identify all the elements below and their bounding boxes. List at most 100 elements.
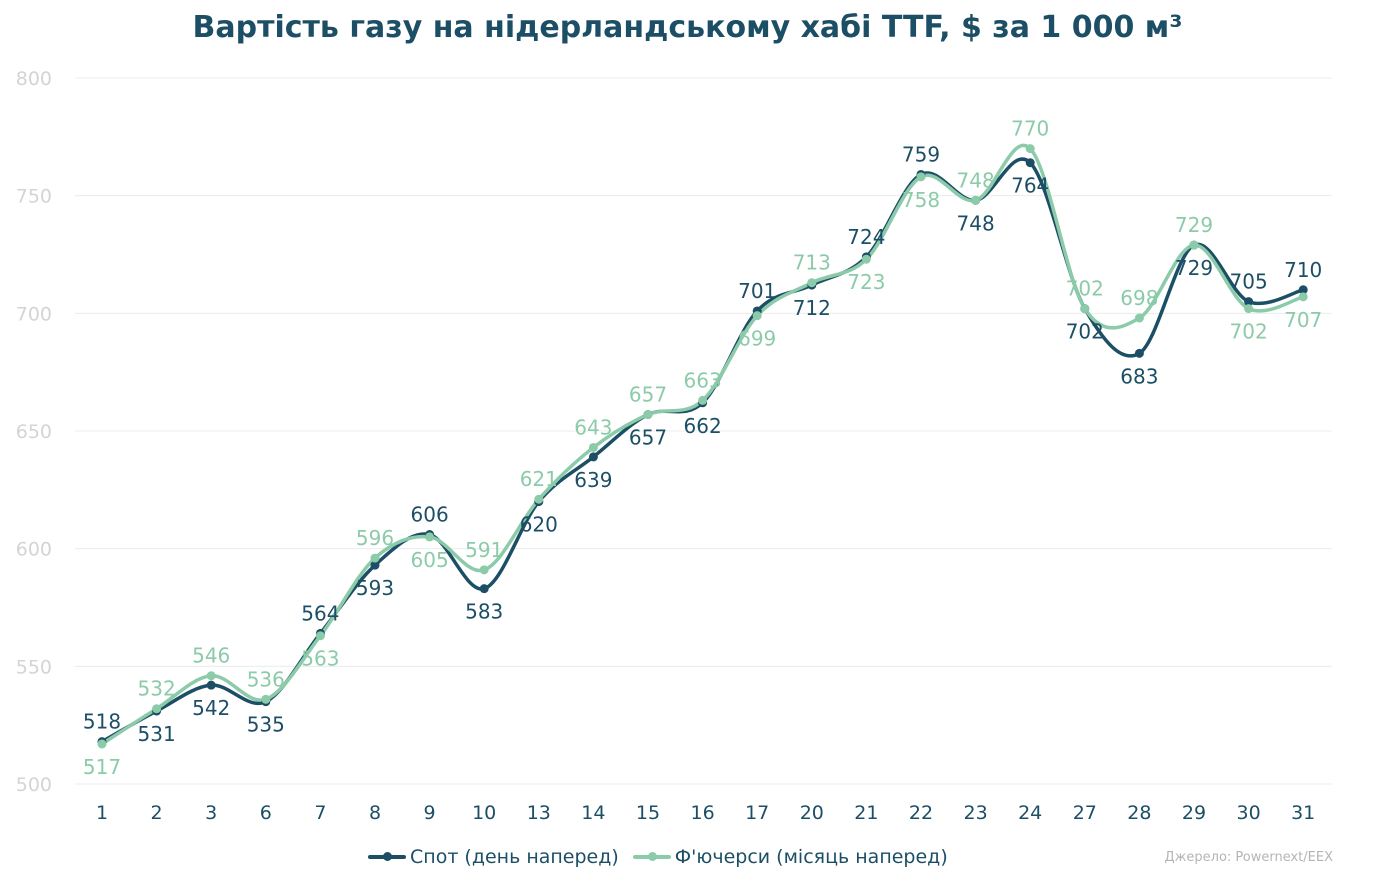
point-spot <box>370 560 380 570</box>
series-lines <box>100 143 1305 746</box>
data-label-spot: 724 <box>847 225 885 249</box>
point-spot <box>1298 285 1308 295</box>
point-futures <box>479 565 489 575</box>
data-label-spot: 606 <box>411 503 449 527</box>
x-tick-label: 15 <box>636 802 660 824</box>
point-futures <box>698 395 708 405</box>
legend-item-spot[interactable]: Спот (день наперед) <box>368 846 619 868</box>
data-label-futures: 707 <box>1284 308 1322 332</box>
series-line-spot <box>100 157 1305 744</box>
data-label-futures: 729 <box>1175 213 1213 237</box>
x-tick-label: 29 <box>1182 802 1206 824</box>
point-spot <box>1025 158 1035 168</box>
data-label-futures: 591 <box>465 538 503 562</box>
legend-label-spot: Спот (день наперед) <box>410 846 619 868</box>
series-line-futures <box>100 143 1305 746</box>
data-label-futures: 663 <box>684 368 722 392</box>
data-label-spot: 620 <box>520 513 558 537</box>
data-labels: 518 517 531 532 542 546 535 536 564 563 593 596 606 6… <box>83 117 1322 779</box>
point-futures <box>1080 304 1090 314</box>
y-tick-label: 750 <box>16 186 52 208</box>
series-points <box>97 144 1308 749</box>
x-tick-label: 2 <box>151 802 163 824</box>
data-label-spot: 535 <box>247 713 285 737</box>
legend-swatch-futures <box>632 852 671 861</box>
data-label-futures: 596 <box>356 526 394 550</box>
data-label-spot: 705 <box>1230 270 1268 294</box>
point-futures <box>261 694 271 704</box>
data-label-spot: 710 <box>1284 258 1322 282</box>
data-label-spot: 531 <box>138 722 176 746</box>
data-label-spot: 748 <box>957 211 995 235</box>
point-futures <box>861 254 871 264</box>
data-label-futures: 546 <box>192 644 230 668</box>
x-tick-label: 8 <box>369 802 381 824</box>
point-spot <box>479 584 489 594</box>
y-axis-ticks: 500 550 600 650 700 750 800 <box>16 68 52 796</box>
point-futures <box>1244 304 1254 314</box>
legend-label-futures: Ф'ючерси (місяць наперед) <box>674 846 948 868</box>
data-label-spot: 712 <box>793 296 831 320</box>
x-tick-label: 24 <box>1018 802 1042 824</box>
x-tick-label: 28 <box>1127 802 1151 824</box>
x-tick-label: 31 <box>1291 802 1315 824</box>
data-label-futures: 657 <box>629 383 667 407</box>
data-label-futures: 748 <box>957 168 995 192</box>
x-tick-label: 27 <box>1073 802 1097 824</box>
data-label-spot: 583 <box>465 600 503 624</box>
point-futures <box>1189 240 1199 250</box>
data-label-spot: 639 <box>574 468 612 492</box>
y-tick-label: 800 <box>16 68 52 90</box>
data-label-futures: 702 <box>1230 320 1268 344</box>
point-futures <box>206 671 216 681</box>
x-tick-label: 23 <box>964 802 988 824</box>
data-label-futures: 536 <box>247 667 285 691</box>
x-tick-label: 13 <box>527 802 551 824</box>
chart-title: Вартість газу на нідерландському хабі TT… <box>192 10 1183 45</box>
data-label-spot: 764 <box>1011 174 1049 198</box>
data-label-spot: 657 <box>629 426 667 450</box>
y-tick-label: 700 <box>16 303 52 325</box>
legend-swatch-spot <box>368 852 406 861</box>
data-label-futures: 563 <box>301 647 339 671</box>
point-futures <box>807 278 817 288</box>
data-label-futures: 702 <box>1066 277 1104 301</box>
x-tick-label: 17 <box>745 802 769 824</box>
data-label-spot: 702 <box>1066 320 1104 344</box>
data-label-spot: 729 <box>1175 256 1213 280</box>
data-label-spot: 759 <box>902 142 940 166</box>
point-futures <box>1134 313 1144 323</box>
point-futures <box>425 532 435 542</box>
point-futures <box>97 739 107 749</box>
data-label-futures: 532 <box>138 677 176 701</box>
x-tick-label: 16 <box>691 802 715 824</box>
x-tick-label: 7 <box>314 802 326 824</box>
x-tick-label: 30 <box>1237 802 1261 824</box>
point-spot <box>206 680 216 690</box>
data-label-futures: 643 <box>574 415 612 439</box>
data-label-futures: 713 <box>793 251 831 275</box>
point-futures <box>534 494 544 504</box>
data-label-futures: 758 <box>902 188 940 212</box>
point-spot <box>1244 297 1254 307</box>
data-label-futures: 621 <box>520 467 558 491</box>
data-label-futures: 723 <box>847 270 885 294</box>
x-tick-label: 1 <box>96 802 108 824</box>
chart-legend: Спот (день наперед) Ф'ючерси (місяць нап… <box>368 846 962 868</box>
source-note: Джерело: Powernext/EEX <box>1164 850 1333 865</box>
point-futures <box>916 172 926 182</box>
point-futures <box>1025 144 1035 154</box>
point-futures <box>1298 292 1308 302</box>
y-tick-label: 650 <box>16 421 52 443</box>
x-tick-label: 14 <box>581 802 605 824</box>
point-futures <box>152 704 162 714</box>
point-futures <box>370 553 380 563</box>
data-label-spot: 701 <box>738 279 776 303</box>
point-futures <box>752 311 762 321</box>
x-tick-label: 6 <box>260 802 272 824</box>
data-label-spot: 564 <box>301 601 339 625</box>
data-label-spot: 593 <box>356 576 394 600</box>
data-label-spot: 542 <box>192 696 230 720</box>
legend-item-futures[interactable]: Ф'ючерси (місяць наперед) <box>632 846 948 868</box>
data-label-futures: 770 <box>1011 117 1049 141</box>
